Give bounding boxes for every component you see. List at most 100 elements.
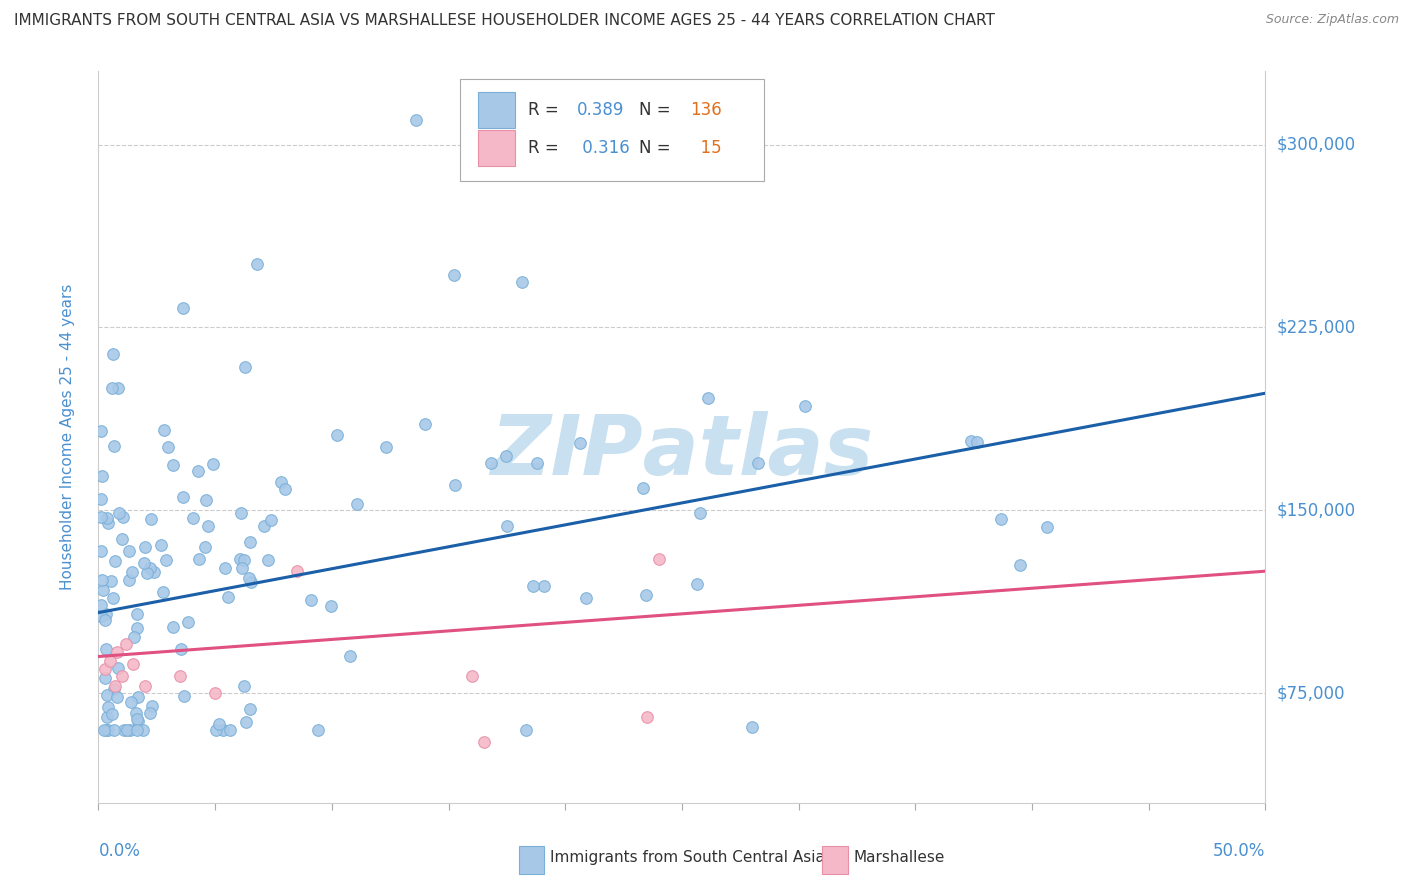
Point (134, 679, 156, 693)
Point (253, 519, 276, 533)
Point (204, 686, 226, 700)
Point (94, 614, 117, 628)
Point (139, 512, 162, 526)
Text: $75,000: $75,000 (1277, 684, 1346, 702)
Point (152, 585, 174, 599)
Point (96, 710, 118, 724)
Point (90, 598, 112, 612)
Point (229, 506, 252, 520)
Point (415, 417, 437, 431)
Point (94, 723, 117, 737)
Point (132, 557, 155, 571)
Point (747, 456, 769, 470)
Point (112, 723, 135, 737)
Point (696, 392, 718, 406)
FancyBboxPatch shape (460, 78, 763, 181)
Point (299, 593, 322, 607)
Point (100, 574, 122, 588)
Point (526, 456, 548, 470)
Point (959, 434, 981, 448)
Point (472, 735, 495, 749)
Point (127, 690, 149, 704)
Point (139, 560, 162, 574)
Text: R =: R = (527, 139, 564, 157)
Point (443, 268, 465, 282)
Point (90, 609, 112, 624)
Point (231, 560, 253, 574)
FancyBboxPatch shape (478, 130, 515, 167)
Point (162, 458, 184, 472)
Point (169, 669, 191, 683)
Point (326, 427, 349, 442)
Point (479, 456, 502, 470)
Point (127, 723, 149, 737)
Point (122, 657, 145, 671)
Point (104, 554, 127, 568)
FancyBboxPatch shape (823, 846, 848, 874)
Point (107, 381, 129, 395)
Point (107, 661, 129, 675)
Point (90, 492, 112, 507)
Text: R =: R = (527, 101, 564, 120)
Point (121, 565, 143, 579)
Point (197, 519, 219, 533)
Point (101, 591, 124, 606)
Point (235, 714, 257, 729)
Text: $225,000: $225,000 (1277, 318, 1355, 336)
Point (741, 720, 763, 734)
Point (172, 490, 194, 504)
Point (495, 449, 517, 463)
Point (125, 706, 148, 720)
Point (575, 591, 598, 606)
Point (118, 544, 141, 558)
Point (94, 607, 117, 622)
Point (339, 648, 361, 663)
Point (103, 723, 125, 737)
Point (631, 482, 654, 496)
Point (90, 509, 112, 524)
Point (90, 573, 112, 587)
Point (97, 723, 120, 737)
Point (375, 440, 398, 454)
Point (104, 679, 127, 693)
Point (636, 588, 658, 602)
Point (512, 275, 534, 289)
Point (115, 723, 138, 737)
Point (105, 645, 128, 659)
Point (98, 654, 121, 668)
Point (101, 346, 124, 360)
Point (90, 544, 112, 558)
Point (1010, 558, 1032, 573)
Point (97, 516, 120, 530)
Point (156, 440, 179, 454)
Point (461, 669, 484, 683)
Point (91, 469, 114, 483)
Point (108, 506, 131, 520)
Point (125, 607, 148, 621)
Point (647, 552, 669, 566)
Point (496, 519, 519, 533)
Point (187, 463, 209, 477)
Point (93, 671, 115, 685)
Point (105, 690, 128, 705)
Point (173, 689, 195, 703)
Point (194, 541, 217, 555)
Point (100, 381, 122, 395)
Point (139, 706, 162, 720)
Point (285, 564, 308, 578)
Point (229, 552, 252, 566)
Point (201, 458, 224, 472)
FancyBboxPatch shape (519, 846, 544, 874)
Point (181, 511, 204, 525)
Point (533, 579, 555, 593)
Text: IMMIGRANTS FROM SOUTH CENTRAL ASIA VS MARSHALLESE HOUSEHOLDER INCOME AGES 25 - 4: IMMIGRANTS FROM SOUTH CENTRAL ASIA VS MA… (14, 13, 995, 29)
Point (233, 359, 256, 374)
Point (217, 590, 239, 604)
Point (132, 723, 155, 737)
Text: 0.316: 0.316 (576, 139, 630, 157)
Point (685, 577, 707, 591)
Point (307, 723, 329, 737)
Point (120, 695, 142, 709)
Point (239, 702, 262, 716)
Point (125, 621, 148, 635)
